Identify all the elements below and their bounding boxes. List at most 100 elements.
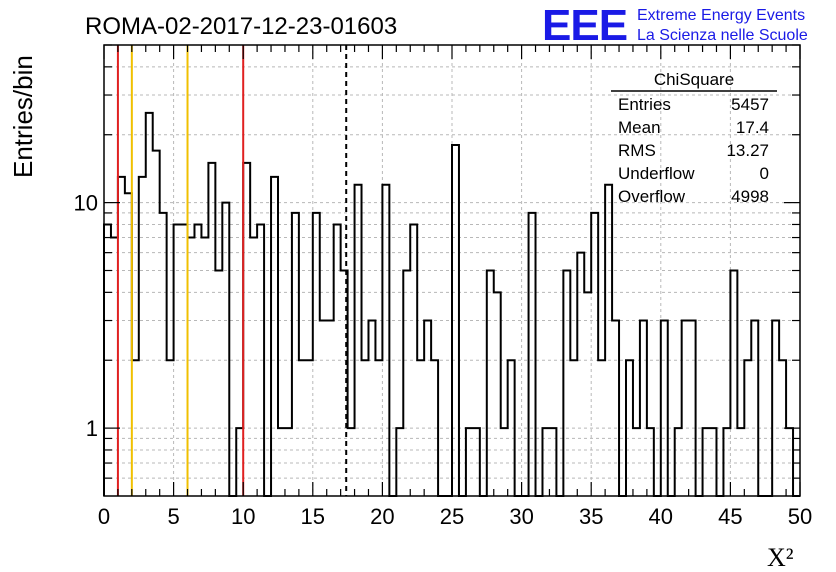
histogram-bin <box>306 360 313 496</box>
histogram-bin <box>598 360 605 496</box>
histogram-bin <box>744 360 751 496</box>
x-tick-label: 40 <box>649 504 673 529</box>
histogram-bin <box>529 213 536 496</box>
histogram-bin <box>563 271 570 497</box>
histogram-bin <box>334 224 341 496</box>
histogram-bin <box>605 185 612 496</box>
histogram-bin <box>682 321 689 496</box>
histogram-bin <box>208 163 215 496</box>
axes: 0 5 10 15 20 25 30 35 40 45 50 1 10 <box>74 44 812 529</box>
histogram-bin <box>737 428 744 496</box>
histogram-bin <box>278 428 285 496</box>
histogram-bin <box>542 428 549 496</box>
histogram-bin <box>215 271 222 497</box>
y-axis-label: Entries/bin <box>8 55 38 178</box>
histogram-bin <box>285 428 292 496</box>
histogram-bin <box>633 428 640 496</box>
tagline-1: Extreme Energy Events <box>637 7 805 24</box>
histogram-bin <box>723 428 730 496</box>
stats-rows: Entries 5457 Mean 17.4 RMS 13.27 Underflow 0 Ove… <box>618 95 769 206</box>
histogram-bin <box>431 360 438 496</box>
histogram-bin <box>661 321 668 496</box>
histogram-bin <box>577 253 584 496</box>
histogram-bin <box>125 193 132 496</box>
histogram-bin <box>508 360 515 496</box>
histogram-bin <box>647 428 654 496</box>
histogram-bin <box>243 163 250 496</box>
histogram-bin <box>382 185 389 496</box>
histogram-bin <box>410 224 417 496</box>
histogram-bin <box>327 321 334 496</box>
histogram-bin <box>160 213 167 496</box>
histogram-series <box>103 111 800 497</box>
histogram-bin <box>299 360 306 496</box>
histogram-bin <box>188 238 195 496</box>
histogram-bin <box>181 224 188 496</box>
histogram-bin <box>772 321 779 496</box>
x-tick-label: 30 <box>509 504 533 529</box>
histogram-bin <box>146 113 153 496</box>
histogram-bin <box>640 321 647 496</box>
histogram-bin <box>786 428 793 496</box>
histogram-bin <box>417 360 424 496</box>
tagline-2: La Scienza nelle Scuole <box>637 27 808 44</box>
stats-value: 4998 <box>731 187 769 206</box>
y-tick-label: 10 <box>74 191 98 216</box>
marker-lines <box>116 45 348 496</box>
histogram-bin <box>494 292 501 496</box>
x-tick-label: 15 <box>301 504 325 529</box>
stats-label: Overflow <box>618 187 686 206</box>
histogram-bin <box>375 360 382 496</box>
histogram-bin <box>689 321 696 496</box>
histogram-bin <box>132 360 139 496</box>
histogram-bin <box>313 213 320 496</box>
stats-box: ChiSquare Entries 5457 Mean 17.4 RMS 13.27 Und… <box>611 70 777 206</box>
x-tick-label: 0 <box>98 504 110 529</box>
histogram-bin <box>250 238 257 496</box>
stats-label: RMS <box>618 141 656 160</box>
histogram-bin <box>153 151 160 496</box>
stats-title: ChiSquare <box>654 70 734 89</box>
histogram-bin <box>452 145 459 496</box>
histogram-bin <box>201 238 208 496</box>
histogram-bin <box>396 428 403 496</box>
histogram-bin <box>174 224 181 496</box>
histogram-bin <box>501 428 508 496</box>
histogram-bin <box>355 185 362 496</box>
stats-label: Entries <box>618 95 671 114</box>
run-title: ROMA-02-2017-12-23-01603 <box>85 13 397 40</box>
histogram-bin <box>271 177 278 496</box>
histogram-bin <box>348 428 355 496</box>
x-tick-label: 10 <box>231 504 255 529</box>
histogram-bin <box>320 321 327 496</box>
histogram-bin <box>292 213 299 496</box>
stats-value: 13.27 <box>726 141 769 160</box>
histogram-bin <box>362 360 369 496</box>
histogram-bin <box>466 428 473 496</box>
histogram-bin <box>675 428 682 496</box>
histogram-bin <box>751 321 758 496</box>
histogram-bin <box>167 360 174 496</box>
histogram-bin <box>257 224 264 496</box>
histogram-bin <box>626 360 633 496</box>
x-tick-label: 45 <box>718 504 742 529</box>
histogram-bin <box>222 203 229 496</box>
histogram-bin <box>139 177 146 496</box>
stats-value: 0 <box>760 164 769 183</box>
histogram-bin <box>591 213 598 496</box>
histogram-bin <box>570 360 577 496</box>
x-tick-label: 5 <box>167 504 179 529</box>
stats-label: Mean <box>618 118 661 137</box>
y-tick-label: 1 <box>86 416 98 441</box>
stats-value: 5457 <box>731 95 769 114</box>
x-tick-label: 50 <box>788 504 812 529</box>
histogram-bin <box>487 271 494 497</box>
x-tick-label: 20 <box>370 504 394 529</box>
histogram-bin <box>730 271 737 497</box>
histogram-bin <box>111 238 118 496</box>
histogram-bin <box>368 321 375 496</box>
histogram-bin <box>710 428 717 496</box>
histogram-bin <box>473 428 480 496</box>
histogram-bin <box>403 271 410 497</box>
eee-logo-text: EEE <box>542 1 627 50</box>
